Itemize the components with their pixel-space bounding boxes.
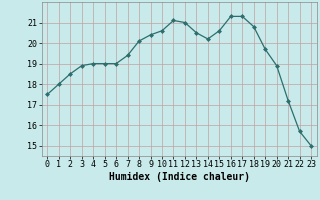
X-axis label: Humidex (Indice chaleur): Humidex (Indice chaleur) (109, 172, 250, 182)
